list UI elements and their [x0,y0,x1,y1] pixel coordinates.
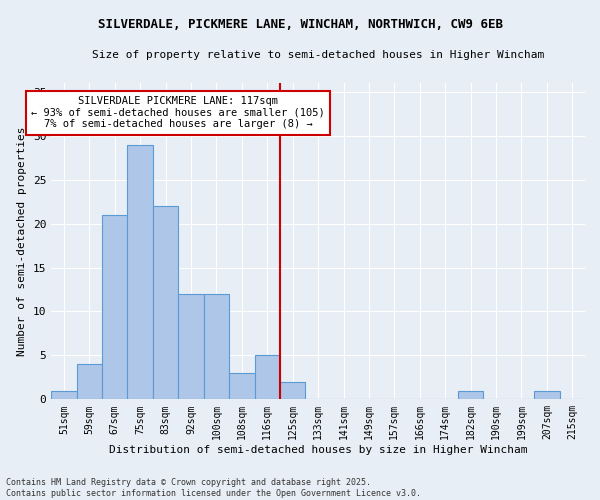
Bar [458,390,484,400]
Bar [229,373,254,400]
Text: Contains HM Land Registry data © Crown copyright and database right 2025.
Contai: Contains HM Land Registry data © Crown c… [6,478,421,498]
Y-axis label: Number of semi-detached properties: Number of semi-detached properties [17,126,27,356]
Bar [102,215,127,400]
Title: Size of property relative to semi-detached houses in Higher Wincham: Size of property relative to semi-detach… [92,50,544,60]
Bar [534,390,560,400]
Bar [77,364,102,400]
Text: SILVERDALE, PICKMERE LANE, WINCHAM, NORTHWICH, CW9 6EB: SILVERDALE, PICKMERE LANE, WINCHAM, NORT… [97,18,503,30]
Bar [153,206,178,400]
X-axis label: Distribution of semi-detached houses by size in Higher Wincham: Distribution of semi-detached houses by … [109,445,527,455]
Bar [178,294,203,400]
Bar [280,382,305,400]
Bar [51,390,77,400]
Text: SILVERDALE PICKMERE LANE: 117sqm
← 93% of semi-detached houses are smaller (105): SILVERDALE PICKMERE LANE: 117sqm ← 93% o… [31,96,325,130]
Bar [254,356,280,400]
Bar [203,294,229,400]
Bar [127,144,153,400]
